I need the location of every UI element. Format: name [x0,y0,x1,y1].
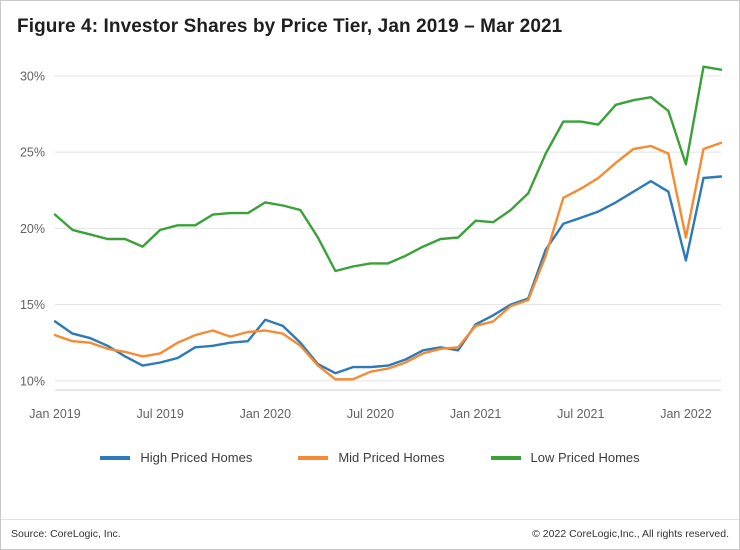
legend-item-mid-priced: Mid Priced Homes [298,450,445,465]
legend-label: High Priced Homes [140,450,253,465]
svg-text:Jul 2020: Jul 2020 [347,407,394,421]
svg-text:Jan 2020: Jan 2020 [240,407,291,421]
svg-text:Jul 2019: Jul 2019 [137,407,184,421]
legend-item-high-priced: High Priced Homes [100,450,252,465]
legend-label: Low Priced Homes [530,450,640,465]
high-priced-line-swatch [100,455,131,460]
svg-text:Jul 2021: Jul 2021 [557,407,604,421]
chart-legend: High Priced Homes Mid Priced Homes Low P… [1,450,739,465]
svg-text:30%: 30% [20,69,45,83]
svg-text:25%: 25% [20,146,45,160]
source-note: Source: CoreLogic, Inc. [11,528,121,540]
line-chart: 10% 15% 20% 25% 30% Jan 2019 Jul 2019 Jan 2020 J… [20,65,723,421]
svg-text:Jan 2019: Jan 2019 [29,407,80,421]
legend-item-low-priced: Low Priced Homes [490,450,640,465]
legend-label: Mid Priced Homes [338,450,445,465]
svg-text:Jan 2021: Jan 2021 [450,407,501,421]
svg-text:10%: 10% [20,374,45,388]
figure-title: Figure 4: Investor Shares by Price Tier,… [17,16,563,37]
mid-priced-line-swatch [298,455,329,460]
svg-text:20%: 20% [20,222,45,236]
copyright-note: © 2022 CoreLogic,Inc., All rights reserv… [532,528,729,540]
svg-text:15%: 15% [20,298,45,312]
svg-text:Jan 2022: Jan 2022 [660,407,711,421]
low-priced-line-swatch [490,455,521,460]
figure-footer: Source: CoreLogic, Inc. © 2022 CoreLogic… [1,519,739,549]
